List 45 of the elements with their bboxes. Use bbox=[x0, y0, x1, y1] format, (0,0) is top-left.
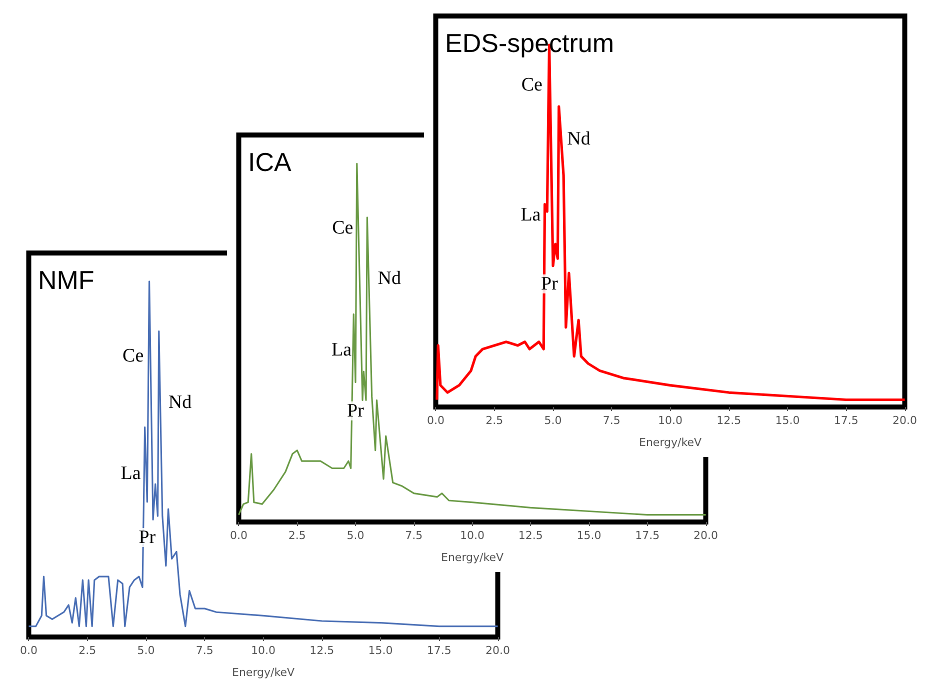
chart-title: ICA bbox=[248, 147, 292, 177]
x-tick-label: 5.0 bbox=[346, 529, 364, 542]
x-tick-label: 20.0 bbox=[694, 529, 718, 542]
annotation: Ce bbox=[332, 218, 354, 239]
x-tick-label: 0.0 bbox=[20, 644, 38, 657]
x-axis-title: Energy/keV bbox=[441, 551, 504, 564]
chart-title: EDS-spectrum bbox=[445, 28, 614, 58]
x-tick-label: 5.0 bbox=[544, 414, 562, 427]
x-tick-label: 2.5 bbox=[78, 644, 96, 657]
annotation: Nd bbox=[168, 392, 192, 413]
x-tick-label: 15.0 bbox=[576, 529, 602, 542]
annotation: Pr bbox=[138, 526, 156, 548]
annotation: Pr bbox=[347, 400, 365, 422]
x-tick-label: 12.5 bbox=[518, 529, 543, 542]
x-tick-label: 0.0 bbox=[426, 414, 444, 427]
annotation: Nd bbox=[378, 268, 402, 289]
x-tick-label: 17.5 bbox=[834, 414, 858, 427]
annotation: Pr bbox=[541, 273, 559, 294]
annotation: La bbox=[520, 204, 542, 226]
x-tick-label: 10.0 bbox=[460, 529, 484, 542]
x-tick-label: 17.5 bbox=[426, 644, 452, 657]
x-tick-label: 12.5 bbox=[716, 414, 742, 427]
annotation: Ce bbox=[521, 74, 542, 96]
x-tick-label: 7.5 bbox=[196, 644, 214, 657]
x-tick-label: 17.5 bbox=[635, 529, 660, 542]
annotation: Nd bbox=[567, 128, 591, 150]
x-tick-label: 7.5 bbox=[405, 529, 423, 542]
x-tick-label: 2.5 bbox=[288, 529, 306, 542]
x-tick-label: 0.0 bbox=[230, 529, 248, 542]
chart-title: NMF bbox=[38, 265, 94, 295]
x-tick-label: 15.0 bbox=[775, 414, 800, 427]
annotation: La bbox=[120, 462, 142, 484]
x-tick-label: 20.0 bbox=[486, 644, 510, 657]
x-axis-title: Energy/keV bbox=[232, 666, 295, 679]
x-tick-label: 15.0 bbox=[368, 644, 393, 657]
x-tick-label: 10.0 bbox=[658, 414, 682, 427]
x-tick-label: 7.5 bbox=[602, 414, 620, 427]
x-axis-title: Energy/keV bbox=[639, 436, 702, 449]
x-tick-label: 12.5 bbox=[310, 644, 334, 657]
x-tick-label: 10.0 bbox=[251, 644, 276, 657]
annotation: Ce bbox=[122, 346, 144, 367]
annotation: La bbox=[331, 340, 352, 360]
x-tick-label: 5.0 bbox=[137, 644, 155, 657]
x-tick-label: 2.5 bbox=[486, 414, 504, 427]
x-tick-label: 20.0 bbox=[892, 414, 918, 427]
